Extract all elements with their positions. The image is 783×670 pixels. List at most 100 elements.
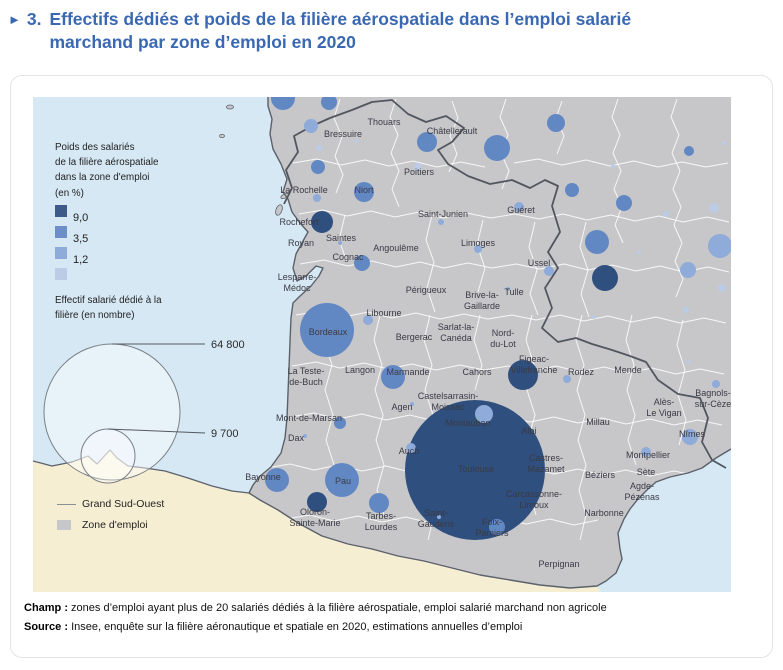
weight-swatch-3 bbox=[55, 247, 67, 259]
map-city-label: Lesparre-Médoc bbox=[278, 272, 317, 293]
map-city-label: Royan bbox=[288, 238, 314, 248]
map-city-label: Perpignan bbox=[538, 559, 579, 569]
size-legend-title: Effectif salarié dédié à la filière (en … bbox=[55, 295, 162, 322]
weight-value-3: 1,2 bbox=[73, 254, 89, 266]
spanish-coastline bbox=[33, 449, 250, 494]
map-city-label: Libourne bbox=[366, 308, 401, 318]
map-circle bbox=[663, 211, 669, 217]
map-city-label: Béziers bbox=[585, 470, 616, 480]
map-circle bbox=[544, 266, 554, 276]
weight-value-1: 9,0 bbox=[73, 212, 89, 224]
map-city-label: Guéret bbox=[507, 205, 535, 215]
map-city-label: Foix-Pamiers bbox=[475, 517, 509, 538]
region-line-label: Grand Sud-Ouest bbox=[82, 498, 165, 510]
map-city-label: Carcassonne-Limoux bbox=[506, 489, 562, 510]
map-city-label: Agen bbox=[391, 402, 412, 412]
map-circle bbox=[718, 284, 726, 292]
size-legend-small-value: 9 700 bbox=[211, 428, 239, 440]
map-circle bbox=[303, 434, 307, 438]
map-city-label: Oloron-Sainte-Marie bbox=[289, 507, 340, 528]
map-city-label: Marmande bbox=[386, 367, 429, 377]
map-circle bbox=[489, 519, 505, 535]
circles-layer bbox=[265, 97, 731, 540]
figure-title-text: Effectifs dédiés et poids de la filière … bbox=[49, 9, 632, 52]
map-circle bbox=[712, 380, 720, 388]
map-circle bbox=[363, 315, 373, 325]
map-circle bbox=[475, 405, 493, 423]
map-city-label: Nord-du-Lot bbox=[490, 328, 516, 349]
champ-note: Champ : zones d’emploi ayant plus de 20 … bbox=[24, 599, 754, 618]
map-city-label: Dax bbox=[288, 433, 305, 443]
map-city-label: La Rochelle bbox=[280, 185, 328, 195]
map-city-label: Narbonne bbox=[584, 508, 624, 518]
map-circle bbox=[338, 241, 342, 245]
map-city-label: Niort bbox=[354, 185, 374, 195]
map-circle bbox=[592, 265, 618, 291]
map-circle bbox=[592, 315, 596, 319]
map-circle bbox=[616, 195, 632, 211]
outside-land-spain bbox=[33, 450, 601, 592]
figure-number: 3. bbox=[26, 9, 42, 29]
map-circle bbox=[304, 119, 318, 133]
map-city-label: Sète bbox=[637, 467, 656, 477]
map-circle bbox=[682, 429, 698, 445]
map-circle bbox=[722, 141, 726, 145]
zone-swatch-label: Zone d'emploi bbox=[82, 519, 148, 531]
map-city-label: Poitiers bbox=[404, 167, 435, 177]
map-city-label: Pau bbox=[335, 476, 351, 486]
map-circle bbox=[300, 303, 354, 357]
weight-swatch-2 bbox=[55, 226, 67, 238]
map-city-label: Saint-Junien bbox=[418, 209, 468, 219]
map-circle bbox=[316, 145, 322, 151]
map-city-label: Châtellerault bbox=[427, 126, 478, 136]
map-city-label: Nîmes bbox=[679, 429, 706, 439]
map-city-label: Montauban bbox=[445, 418, 490, 428]
map-city-label: Montpellier bbox=[626, 450, 670, 460]
source-note: Source : Insee, enquête sur la filière a… bbox=[24, 618, 754, 637]
map-city-label: Bayonne bbox=[245, 472, 281, 482]
map-city-label: Toulouse bbox=[458, 464, 494, 474]
map-city-label: Langon bbox=[345, 365, 375, 375]
zone-swatch bbox=[57, 520, 71, 530]
map-svg: Thouars Bressuire Châtellerault Poitiers Nio… bbox=[33, 97, 731, 592]
map-circle bbox=[437, 515, 441, 519]
region-border bbox=[283, 99, 727, 469]
map-circle bbox=[683, 307, 689, 313]
map-city-label: Thouars bbox=[367, 117, 401, 127]
map-city-label: Limoges bbox=[461, 238, 496, 248]
map-city-label: Bagnols-sur-Cèze bbox=[695, 388, 731, 409]
map-circle bbox=[311, 160, 325, 174]
champ-label: Champ : bbox=[24, 602, 68, 614]
map-circle bbox=[680, 262, 696, 278]
map-city-label: Cognac bbox=[332, 252, 364, 262]
triangle-marker-icon: ► bbox=[8, 12, 21, 27]
map-circle bbox=[637, 251, 641, 255]
map-city-label: Mende bbox=[614, 365, 642, 375]
map-circle bbox=[641, 447, 651, 457]
map-circle bbox=[547, 114, 565, 132]
map-circle bbox=[474, 245, 482, 253]
map-city-label: Rochefort bbox=[279, 217, 319, 227]
map-circle bbox=[334, 417, 346, 429]
size-legend-circles: 64 800 9 700 bbox=[43, 339, 245, 484]
map-circle bbox=[354, 182, 374, 202]
map-circle bbox=[381, 365, 405, 389]
map-circle bbox=[414, 163, 422, 171]
map-circle bbox=[484, 135, 510, 161]
map-circle bbox=[585, 230, 609, 254]
map-circle bbox=[354, 139, 358, 143]
champ-text: zones d’emploi ayant plus de 20 salariés… bbox=[68, 602, 607, 614]
map-circle bbox=[405, 400, 545, 540]
map-city-label: Bergerac bbox=[396, 332, 433, 342]
map-circle bbox=[611, 164, 615, 168]
map-city-label: Rodez bbox=[568, 367, 595, 377]
map-circle bbox=[369, 493, 389, 513]
map-circle bbox=[265, 468, 289, 492]
map-city-label: Tulle bbox=[504, 287, 523, 297]
city-labels-layer: Thouars Bressuire Châtellerault Poitiers Nio… bbox=[245, 117, 731, 569]
map-circle bbox=[307, 492, 327, 512]
map-city-label: La Teste-de-Buch bbox=[288, 366, 325, 387]
map-city-label: Albi bbox=[521, 426, 536, 436]
map-circle bbox=[508, 360, 538, 390]
